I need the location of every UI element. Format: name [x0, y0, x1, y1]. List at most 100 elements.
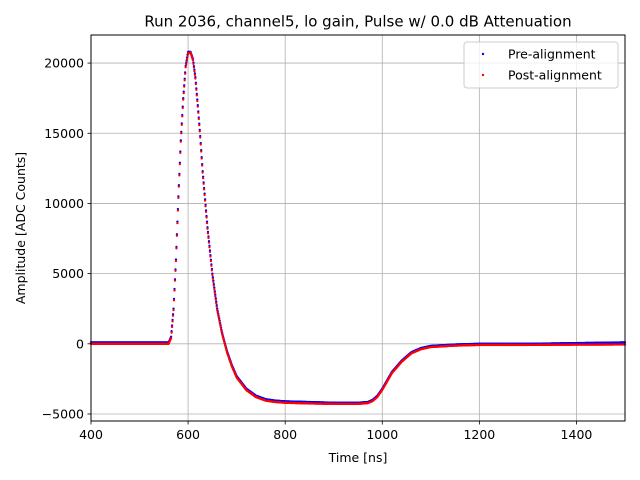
data-point [176, 209, 180, 212]
data-point [178, 162, 181, 166]
data-point [217, 313, 220, 317]
data-point [182, 91, 185, 95]
y-tick-label: −5000 [42, 406, 84, 421]
data-point [222, 338, 225, 341]
data-point [206, 227, 209, 230]
data-point [218, 323, 222, 326]
data-point [221, 334, 224, 337]
data-point [198, 130, 201, 133]
data-point [211, 277, 215, 280]
grid [90, 35, 625, 421]
data-point [198, 123, 201, 127]
data-point [193, 73, 197, 77]
data-point [201, 177, 205, 180]
y-axis: −5000 0 5000 10000 15000 20000 [42, 56, 91, 421]
data-point [171, 314, 175, 317]
data-point [213, 291, 216, 294]
data-point [208, 246, 211, 249]
data-point [178, 174, 181, 177]
data-point [208, 250, 212, 254]
data-point [177, 196, 180, 199]
x-tick-label: 1200 [463, 427, 495, 442]
y-axis-label: Amplitude [ADC Counts] [13, 152, 28, 304]
data-point [194, 77, 197, 80]
data-point [183, 85, 186, 88]
series-post-alignment [89, 51, 627, 406]
data-point [206, 232, 210, 235]
data-point [200, 150, 203, 153]
data-point [216, 311, 219, 314]
data-point [214, 294, 217, 298]
data-point [185, 63, 188, 66]
x-axis: 400 600 800 1000 1200 1400 [79, 421, 592, 442]
data-point [192, 66, 196, 69]
data-point [173, 279, 177, 282]
data-point [170, 325, 174, 329]
data-point [220, 330, 223, 333]
data-point [175, 234, 179, 237]
data-point [180, 132, 183, 135]
data-point [209, 259, 213, 263]
data-point [224, 345, 227, 348]
data-point [170, 331, 173, 334]
data-point [212, 280, 215, 284]
data-point [223, 343, 227, 347]
data-point [191, 59, 195, 62]
legend-marker-post-alignment [481, 73, 485, 77]
data-point [199, 143, 202, 146]
x-tick-label: 1000 [366, 427, 398, 442]
series-layer [89, 50, 627, 406]
series-pre-alignment [89, 50, 627, 404]
data-point [218, 320, 221, 324]
data-point [224, 347, 228, 350]
data-point [210, 269, 214, 272]
data-point [219, 325, 222, 328]
y-tick-label: 10000 [44, 196, 84, 211]
data-point [203, 193, 206, 197]
data-point [220, 332, 224, 336]
data-point [196, 105, 199, 108]
x-tick-label: 600 [176, 427, 200, 442]
data-point [209, 255, 212, 258]
data-point [184, 72, 187, 75]
data-point [197, 111, 200, 114]
data-point [172, 308, 175, 312]
data-point [194, 82, 198, 86]
data-point [202, 182, 205, 185]
data-point [186, 54, 189, 58]
data-point [201, 164, 204, 167]
data-point [174, 269, 177, 272]
data-point [196, 99, 199, 103]
data-point [183, 79, 186, 82]
plot-frame [90, 34, 626, 422]
legend: Pre-alignment Post-alignment [463, 41, 619, 89]
x-tick-label: 1400 [561, 427, 593, 442]
data-point [219, 328, 223, 331]
data-point [195, 88, 198, 91]
data-point [193, 70, 196, 73]
data-point [201, 171, 204, 174]
y-tick-label: 5000 [52, 266, 84, 281]
x-axis-label: Time [ns] [328, 450, 388, 465]
data-point [181, 115, 184, 118]
legend-box [463, 41, 619, 89]
data-point [175, 247, 178, 250]
data-point [214, 298, 217, 301]
data-point [222, 340, 226, 343]
data-point [185, 60, 188, 63]
y-tick-label: 15000 [44, 126, 84, 141]
data-point [204, 205, 207, 208]
data-point [215, 305, 218, 308]
data-point [216, 308, 219, 312]
data-point [177, 185, 181, 188]
data-point [218, 318, 221, 321]
data-point [200, 157, 203, 160]
data-point [205, 221, 209, 225]
x-tick-label: 800 [273, 427, 297, 442]
data-point [172, 299, 176, 302]
data-point [199, 136, 202, 139]
data-point [197, 117, 200, 121]
chart-title: Run 2036, channel5, lo gain, Pulse w/ 0.… [144, 13, 571, 31]
data-point [181, 106, 184, 110]
data-point [195, 94, 198, 97]
